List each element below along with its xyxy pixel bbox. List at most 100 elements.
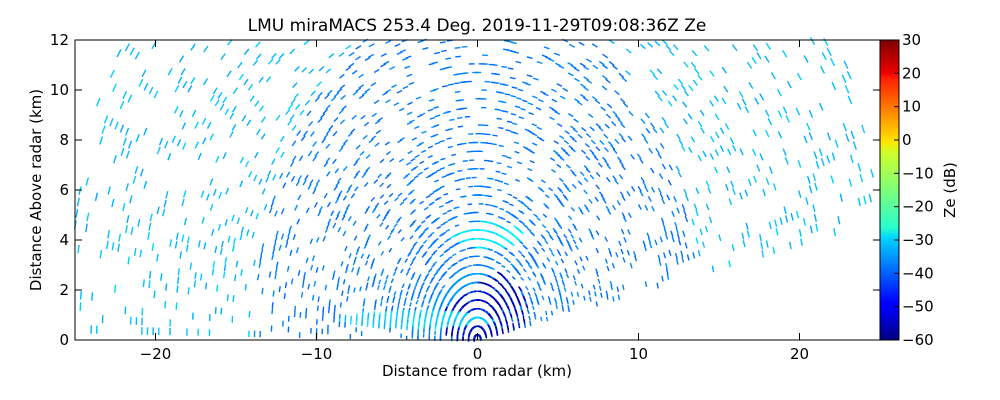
reflectivity-gate — [355, 55, 361, 61]
reflectivity-gate — [708, 216, 713, 224]
reflectivity-gate — [728, 260, 731, 268]
reflectivity-gate — [600, 292, 603, 298]
reflectivity-gate — [510, 130, 516, 134]
reflectivity-gate — [606, 103, 613, 109]
reflectivity-gate — [657, 152, 662, 159]
reflectivity-gate — [306, 110, 312, 117]
reflectivity-gate — [683, 61, 689, 68]
reflectivity-gate — [544, 239, 549, 245]
reflectivity-gate — [373, 68, 380, 74]
reflectivity-gate — [588, 290, 591, 296]
reflectivity-gate — [289, 114, 295, 121]
reflectivity-gate — [414, 154, 420, 159]
reflectivity-gate — [676, 207, 681, 214]
reflectivity-gate — [406, 325, 408, 331]
reflectivity-gate — [744, 106, 750, 114]
reflectivity-gate — [510, 113, 517, 116]
reflectivity-gate — [457, 169, 463, 172]
reflectivity-gate — [379, 194, 385, 199]
reflectivity-gate — [622, 284, 625, 291]
reflectivity-gate — [532, 271, 536, 276]
reflectivity-gate — [721, 97, 727, 105]
reflectivity-gate — [268, 271, 272, 278]
reflectivity-gate — [542, 213, 548, 218]
reflectivity-gate — [261, 116, 266, 123]
reflectivity-gate — [458, 259, 463, 262]
reflectivity-gate — [383, 200, 389, 205]
reflectivity-gate — [601, 85, 608, 91]
reflectivity-gate — [573, 118, 579, 123]
reflectivity-gate — [546, 257, 551, 262]
reflectivity-gate — [399, 292, 403, 297]
reflectivity-gate — [420, 303, 424, 308]
reflectivity-gate — [385, 39, 392, 44]
reflectivity-gate — [567, 215, 573, 221]
reflectivity-gate — [405, 291, 409, 296]
reflectivity-gate — [113, 155, 117, 164]
reflectivity-gate — [360, 253, 365, 259]
reflectivity-gate — [430, 134, 436, 138]
reflectivity-gate — [631, 186, 636, 192]
reflectivity-gate — [536, 281, 540, 286]
reflectivity-gate — [639, 43, 646, 50]
reflectivity-gate — [597, 162, 603, 168]
reflectivity-gate — [176, 285, 179, 293]
reflectivity-gate — [434, 141, 441, 145]
reflectivity-gate — [342, 211, 347, 217]
reflectivity-gate — [284, 282, 288, 289]
reflectivity-gate — [654, 90, 661, 97]
reflectivity-gate — [345, 44, 352, 50]
reflectivity-gate — [553, 52, 560, 57]
reflectivity-gate — [741, 232, 745, 240]
reflectivity-gate — [556, 83, 563, 87]
reflectivity-gate — [713, 166, 719, 174]
reflectivity-gate — [203, 45, 209, 53]
reflectivity-gate — [364, 260, 369, 266]
reflectivity-gate — [299, 312, 302, 318]
reflectivity-gate — [364, 208, 369, 215]
reflectivity-gate — [194, 141, 199, 149]
reflectivity-gate — [606, 265, 610, 272]
reflectivity-gate — [675, 227, 679, 234]
reflectivity-gate — [456, 108, 462, 111]
reflectivity-gate — [287, 103, 294, 110]
reflectivity-gate — [355, 320, 358, 326]
reflectivity-gate — [556, 234, 561, 240]
reflectivity-gate — [639, 190, 644, 197]
reflectivity-gate — [560, 147, 566, 152]
reflectivity-gate — [209, 94, 215, 102]
reflectivity-gate — [659, 127, 665, 134]
reflectivity-gate — [312, 188, 317, 195]
reflectivity-gate — [681, 256, 685, 263]
reflectivity-gate — [332, 131, 338, 137]
reflectivity-gate — [506, 156, 512, 159]
reflectivity-gate — [797, 160, 802, 168]
reflectivity-gate — [683, 209, 687, 217]
reflectivity-gate — [371, 208, 377, 214]
reflectivity-gate — [314, 96, 320, 102]
reflectivity-gate — [531, 123, 538, 127]
reflectivity-gate — [754, 97, 760, 105]
reflectivity-gate — [299, 109, 305, 116]
reflectivity-gate — [160, 273, 163, 281]
reflectivity-gate — [189, 262, 193, 270]
reflectivity-gate — [605, 113, 612, 119]
reflectivity-gate — [360, 114, 366, 120]
reflectivity-gate — [112, 83, 117, 92]
reflectivity-gate — [495, 91, 502, 94]
reflectivity-gate — [323, 161, 329, 168]
reflectivity-gate — [607, 209, 612, 215]
reflectivity-gate — [796, 72, 802, 81]
reflectivity-gate — [271, 52, 277, 59]
reflectivity-gate — [361, 173, 367, 178]
reflectivity-gate — [563, 233, 568, 239]
reflectivity-gate — [777, 110, 783, 118]
reflectivity-gate — [659, 142, 665, 149]
reflectivity-gate — [222, 271, 226, 279]
reflectivity-gate — [670, 230, 674, 237]
reflectivity-gate — [397, 229, 402, 234]
reflectivity-gate — [535, 107, 542, 111]
reflectivity-gate — [729, 137, 735, 145]
reflectivity-gate — [493, 250, 499, 254]
reflectivity-gate — [621, 137, 627, 143]
